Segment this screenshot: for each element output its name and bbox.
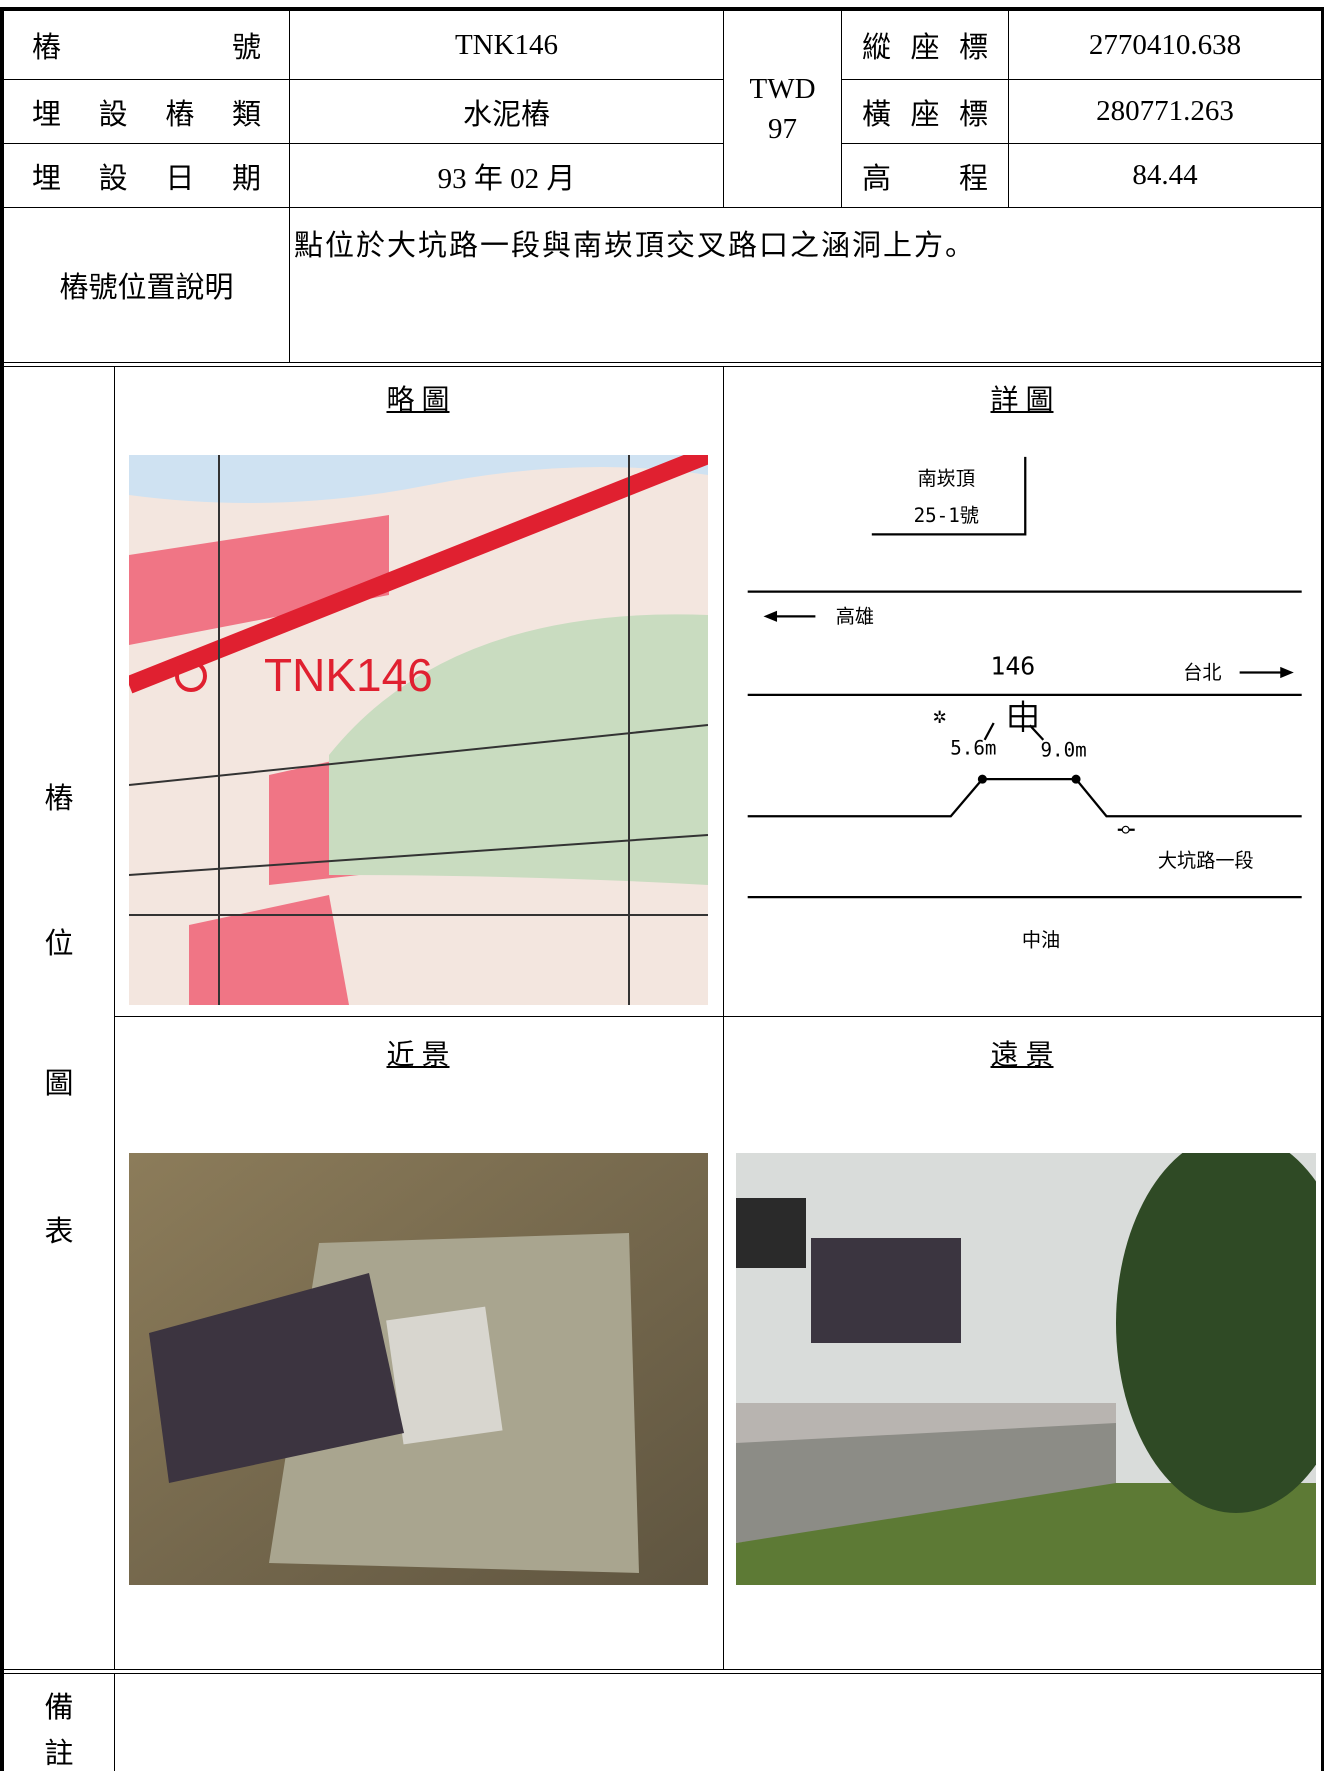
label: 高 程 [862,162,988,195]
diagram-label: 高雄 [836,605,874,628]
urban [129,515,389,645]
datum: TWD [749,73,816,105]
hills [329,614,708,885]
panel-title: 詳 圖 [990,385,1054,416]
panel-title: 遠 景 [990,1040,1054,1071]
panel-title: 略 圖 [386,385,450,416]
rule [841,79,1323,80]
diagram-label: 南崁頂 [918,467,976,490]
remarks-label: 備 [44,1692,74,1724]
rule [289,9,290,362]
road-edge [747,590,1302,899]
rule [841,143,1323,144]
side-label: 圖 [44,1068,74,1100]
point-marker [175,660,207,692]
grid [129,455,708,1005]
border [0,9,4,1771]
near-photo [129,1153,708,1585]
rule [3,207,1323,208]
rule [3,79,723,80]
tree [1116,1153,1316,1513]
value: TNK146 [454,28,559,61]
rule [3,1673,1323,1674]
diagram-label: 中油 [1022,929,1060,952]
rule [114,1016,1323,1017]
rule [3,1669,1323,1670]
value: 2770410.638 [1088,28,1242,61]
sign [811,1238,961,1343]
diagram-label: 5.6m [950,736,996,759]
side-label: 樁 [44,783,74,815]
map-label: TNK146 [264,649,433,701]
label: 樁號位置說明 [59,272,234,304]
benchmark [386,1306,503,1445]
rule [114,1673,115,1771]
datum: 97 [768,113,797,145]
label-cell: 橫 座 標 [842,80,1008,143]
diagram-label: 9.0m [1041,739,1087,762]
datum-cell: TWD 97 [724,11,841,207]
remarks-label: 註 [44,1738,74,1770]
label: 埋 設 樁 類 [32,98,261,131]
detail-diagram: ✲ 南崁頂 25-1號 高雄 146 台北 5.6m 9.0m 大坑路一段 中油 [747,456,1302,952]
urban [189,895,349,1005]
rule [3,143,723,144]
value: 84.44 [1132,159,1198,191]
sun-symbol: ✲ [933,703,947,729]
marker [1121,825,1130,834]
label-cell: 高 程 [842,144,1008,207]
rule [3,366,1323,367]
panel-title: 近 景 [386,1040,450,1071]
building [871,456,1027,536]
side-label: 表 [44,1216,74,1248]
far-photo [736,1153,1316,1585]
diagram-label: 146 [990,652,1035,681]
rule [114,366,115,1669]
diagram-label: 25-1號 [914,504,979,527]
border [1321,9,1324,1771]
label: 橫 座 標 [862,98,988,131]
rule [1008,9,1009,207]
label-cell: 縱 座 標 [842,11,1008,79]
value: 水泥樁 [462,98,550,131]
location-map: TNK146 [129,455,708,1005]
vertex [1071,774,1081,784]
label-cell: 埋 設 日 期 [4,144,289,207]
label-cell: 埋 設 樁 類 [4,80,289,143]
rule [841,9,842,207]
vertex [977,774,987,784]
hand [736,1198,806,1268]
border [0,7,1324,11]
label: 埋 設 日 期 [32,162,261,195]
sign [149,1273,404,1483]
rule [723,366,724,1669]
road-profile [747,778,1302,818]
value: 280771.263 [1096,95,1234,127]
label: 縱 座 標 [862,32,988,64]
value: 93 年 02 月 [437,162,576,195]
wall [736,1423,1116,1543]
river [129,455,708,503]
rule [3,362,1323,363]
diagram-label: 大坑路一段 [1158,849,1254,872]
rule [723,9,724,207]
description: 點位於大坑路一段與南崁頂交叉路口之涵洞上方。 [294,230,977,262]
benchmark-symbol [1010,700,1036,732]
label: 樁 號 [32,32,261,64]
label-cell: 樁 號 [4,11,289,79]
diagram-label: 台北 [1183,661,1221,684]
side-label: 位 [44,928,74,960]
grass [736,1483,1316,1585]
